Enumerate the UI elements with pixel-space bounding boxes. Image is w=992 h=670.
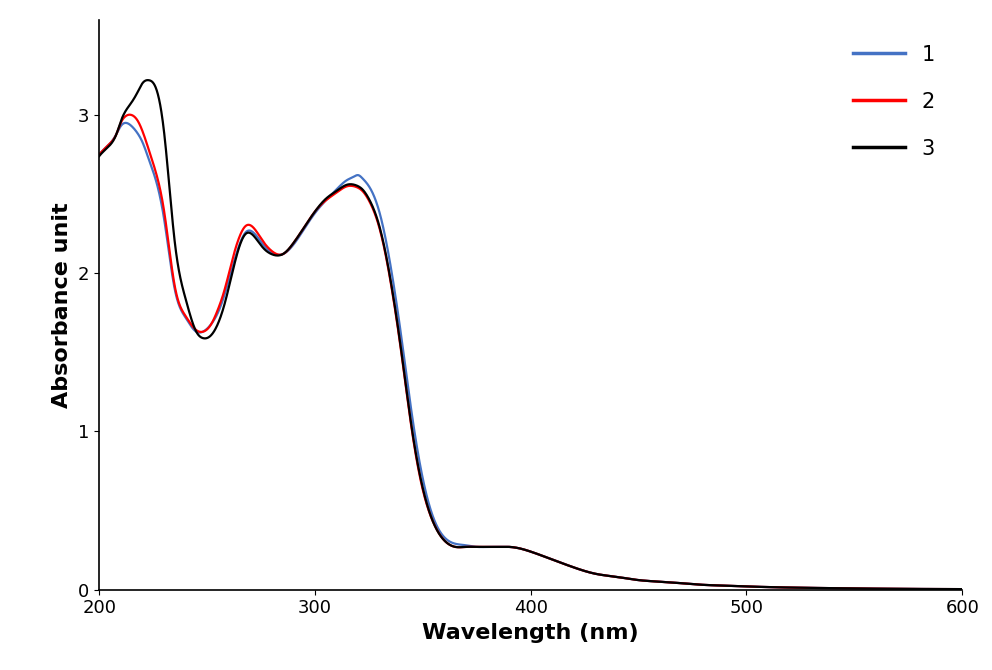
1 <box>956 585 968 593</box>
1 <box>846 584 858 592</box>
2 <box>124 111 136 119</box>
2 <box>462 543 474 551</box>
1 <box>93 151 105 159</box>
2 <box>425 511 436 519</box>
1 <box>939 585 951 593</box>
3 <box>243 228 255 237</box>
1 <box>462 541 474 549</box>
2 <box>956 585 968 593</box>
3 <box>142 76 154 84</box>
2 <box>93 151 105 159</box>
2 <box>846 584 858 592</box>
1 <box>425 505 436 513</box>
3 <box>462 543 474 551</box>
Legend: 1, 2, 3: 1, 2, 3 <box>844 36 943 167</box>
2 <box>939 585 951 593</box>
Line: 2: 2 <box>99 115 962 589</box>
3 <box>956 585 968 593</box>
3 <box>192 330 204 338</box>
Line: 3: 3 <box>99 80 962 589</box>
1 <box>120 119 132 127</box>
3 <box>939 585 951 593</box>
1 <box>243 226 255 234</box>
3 <box>93 152 105 160</box>
3 <box>425 511 436 519</box>
2 <box>192 327 204 335</box>
Line: 1: 1 <box>99 123 962 589</box>
2 <box>243 221 255 229</box>
3 <box>846 584 858 592</box>
X-axis label: Wavelength (nm): Wavelength (nm) <box>423 623 639 643</box>
1 <box>192 328 204 336</box>
Y-axis label: Absorbance unit: Absorbance unit <box>53 202 72 407</box>
